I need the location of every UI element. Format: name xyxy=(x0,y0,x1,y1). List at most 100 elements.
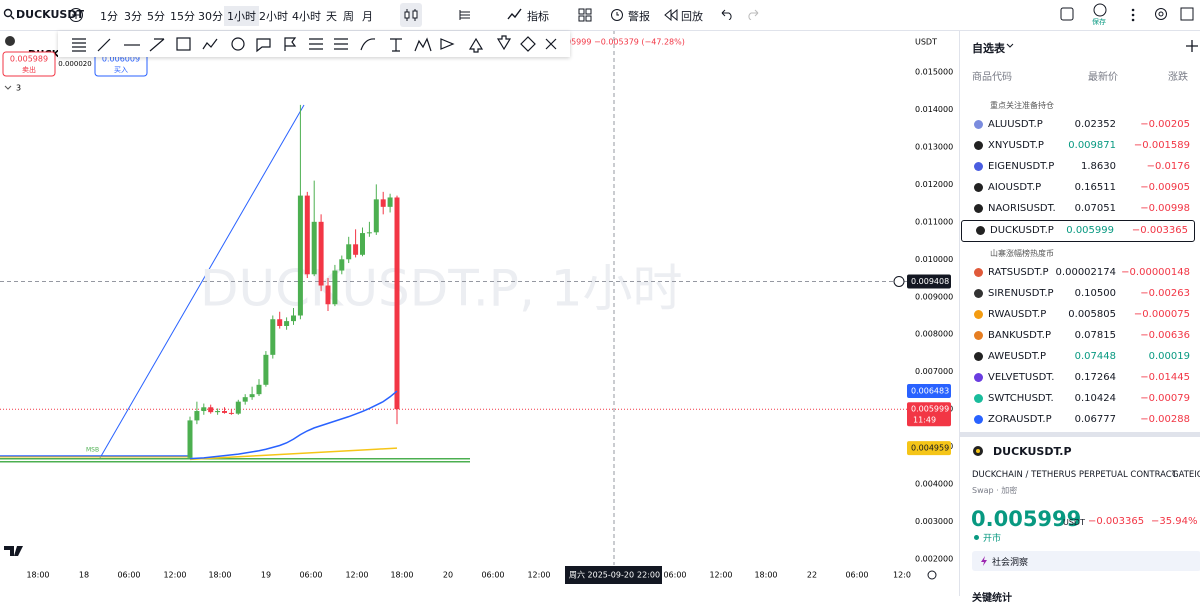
symbol-search[interactable]: DUCKUSDT xyxy=(16,8,84,21)
row-change: −0.001589 xyxy=(1133,140,1190,151)
candle-body xyxy=(201,407,207,412)
watchlist-row[interactable]: XNYUSDT.P 0.009871 −0.001589 xyxy=(960,136,1196,156)
interval-button[interactable]: 5分 xyxy=(147,10,165,23)
row-icon xyxy=(974,352,983,361)
detail-symbol: DUCKUSDT.P xyxy=(993,445,1072,458)
watchlist-row[interactable]: RWAUSDT.P 0.005805 −0.000075 xyxy=(960,305,1196,325)
watchlist-row[interactable]: EIGENUSDT.P 1.8630 −0.0176 xyxy=(960,157,1196,177)
interval-button[interactable]: 周 xyxy=(343,10,354,23)
row-symbol: ZORAUSDT.P xyxy=(988,414,1052,425)
add-symbol[interactable] xyxy=(1186,40,1198,52)
candle-body xyxy=(242,397,248,402)
crosshair-plus xyxy=(893,275,905,287)
insight-bar[interactable] xyxy=(972,551,1200,571)
settings-button[interactable] xyxy=(1154,7,1168,21)
alert-button[interactable]: 警报 xyxy=(628,10,650,23)
y-tick-label: 0.003000 xyxy=(915,517,953,526)
detail-description: DUCKCHAIN / TETHERUS PERPETUAL CONTRACT xyxy=(972,470,1177,480)
watchlist-row[interactable]: SIRENUSDT.P 0.10500 −0.00263 xyxy=(960,284,1196,304)
detail-currency: USDT xyxy=(1063,518,1085,527)
crosshair-time: 22:00 xyxy=(637,571,660,580)
moving-average xyxy=(189,447,398,461)
interval-button[interactable]: 15分 xyxy=(170,10,195,23)
layout-toggle[interactable] xyxy=(1060,7,1074,21)
layout-icon[interactable] xyxy=(458,8,472,22)
candle-body xyxy=(380,199,386,207)
countdown: 11:49 xyxy=(913,416,936,425)
watchlist-row[interactable]: ZORAUSDT.P 0.06777 −0.00288 xyxy=(960,410,1196,430)
watchlist-row[interactable]: SWTCHUSDT. 0.10424 −0.00079 xyxy=(960,389,1196,409)
price-tag-label: 0.006483 xyxy=(911,387,949,396)
row-price: 0.00002174 xyxy=(1055,267,1116,278)
undo-button[interactable] xyxy=(720,8,734,20)
interval-button[interactable]: 天 xyxy=(326,10,337,23)
interval-button[interactable]: 2小时 xyxy=(259,10,288,23)
interval-button[interactable]: 月 xyxy=(362,10,373,23)
x-tick-label: 06:00 xyxy=(299,571,322,580)
replay-button[interactable]: 回放 xyxy=(681,10,703,23)
section-name: 山寨涨幅榜热度币 xyxy=(990,249,1054,258)
row-change: −0.00000148 xyxy=(1121,267,1190,278)
interval-button[interactable]: 1分 xyxy=(100,10,118,23)
insight-label[interactable]: 社会洞察 xyxy=(992,558,1029,568)
watchlist-section[interactable]: 山寨涨幅榜热度币 xyxy=(960,245,1196,263)
candle-body xyxy=(353,244,359,255)
watchlist-row[interactable]: RATSUSDT.P 0.00002174 −0.00000148 xyxy=(960,263,1196,283)
indicators-button[interactable]: 指标 xyxy=(527,10,549,23)
chevron xyxy=(1006,43,1014,48)
chart-type-button[interactable] xyxy=(400,3,422,27)
axis-settings xyxy=(927,570,937,580)
row-price: 0.009871 xyxy=(1068,140,1116,151)
buy-label: 买入 xyxy=(114,66,128,74)
templates-icon[interactable] xyxy=(578,8,592,22)
detail-change-percent: −35.94% xyxy=(1151,516,1198,527)
row-price: 0.10424 xyxy=(1074,393,1116,404)
watchlist-row[interactable]: AWEUSDT.P 0.07448 0.00019 xyxy=(960,347,1196,367)
candle-body xyxy=(332,270,338,305)
x-tick-label: 06:00 xyxy=(845,571,868,580)
y-tick-label: 0.012000 xyxy=(915,180,953,189)
sell-button[interactable] xyxy=(2,51,56,77)
watchlist-section[interactable]: 重点关注准备持仓 xyxy=(960,97,1196,115)
row-change: −0.00205 xyxy=(1140,119,1190,130)
watchlist-row[interactable]: VELVETUSDT. 0.17264 −0.01445 xyxy=(960,368,1196,388)
watchlist-row[interactable]: AIOUSDT.P 0.16511 −0.00905 xyxy=(960,178,1196,198)
interval-button[interactable]: 4小时 xyxy=(292,10,321,23)
redo-button[interactable] xyxy=(746,8,760,20)
row-price: 0.10500 xyxy=(1074,288,1116,299)
y-tick-label: 0.013000 xyxy=(915,142,953,151)
x-tick-label: 18:00 xyxy=(390,571,413,580)
interval-button[interactable]: 30分 xyxy=(198,10,223,23)
row-symbol: VELVETUSDT. xyxy=(988,372,1055,383)
compare-button[interactable] xyxy=(68,7,84,23)
y-tick-label: 0.009000 xyxy=(915,292,953,301)
watchlist-row[interactable]: NAORISUSDT. 0.07051 −0.00998 xyxy=(960,199,1196,219)
symbol-details: DUCKUSDT.P DUCKCHAIN / TETHERUS PERPETUA… xyxy=(960,437,1200,604)
row-change: −0.01445 xyxy=(1140,372,1190,383)
row-price: 0.07051 xyxy=(1074,203,1116,214)
row-price: 0.17264 xyxy=(1074,372,1116,383)
fullscreen-button[interactable] xyxy=(1180,7,1194,21)
watchlist-row[interactable]: ALUUSDT.P 0.02352 −0.00205 xyxy=(960,115,1196,135)
divider xyxy=(960,432,1200,437)
sell-label: 卖出 xyxy=(22,65,36,74)
row-change: −0.00263 xyxy=(1140,288,1190,299)
candle-body xyxy=(297,195,303,316)
row-icon xyxy=(974,394,983,403)
more-button[interactable] xyxy=(1128,8,1138,22)
watchlist-title[interactable]: 自选表 xyxy=(972,42,1005,55)
watchlist-row[interactable]: BANKUSDT.P 0.07815 −0.00636 xyxy=(960,326,1196,346)
x-tick-label: 12:00 xyxy=(527,571,550,580)
row-price: 0.005805 xyxy=(1068,309,1116,320)
save-label[interactable]: 保存 xyxy=(1092,18,1106,26)
watchlist-row[interactable]: DUCKUSDT.P 0.005999 −0.003365 xyxy=(961,220,1195,242)
interval-button[interactable]: 1小时 xyxy=(224,6,259,26)
symbol-icon xyxy=(973,446,983,456)
avatar[interactable] xyxy=(1092,3,1108,17)
candle-body xyxy=(249,394,255,398)
y-tick-label: 0.011000 xyxy=(915,217,953,226)
interval-button[interactable]: 3分 xyxy=(124,10,142,23)
detail-price: 0.005999 xyxy=(971,507,1082,531)
row-change: −0.003365 xyxy=(1131,225,1188,236)
candle-body xyxy=(394,197,400,410)
